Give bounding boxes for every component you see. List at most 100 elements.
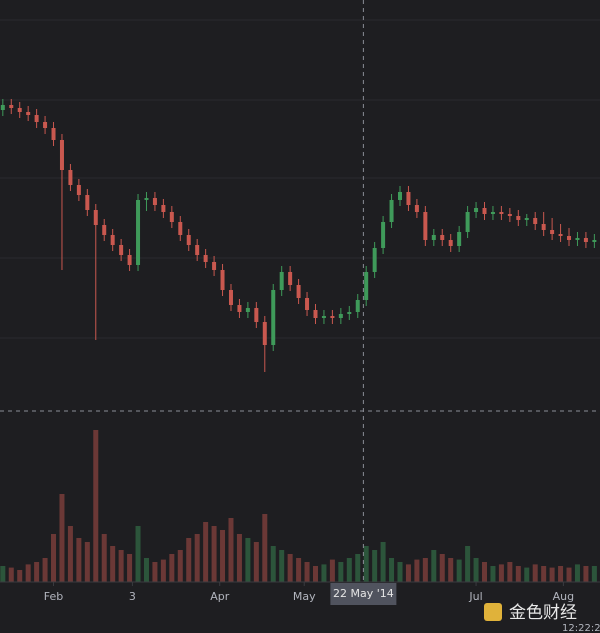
volume-bar	[431, 550, 437, 582]
candle-body	[17, 108, 22, 112]
x-tick-label: Feb	[44, 590, 63, 603]
candle-body	[575, 238, 580, 240]
candle-body	[102, 225, 107, 235]
candle-body	[144, 198, 149, 200]
candle-body	[237, 305, 242, 312]
volume-bar	[152, 562, 158, 582]
candle-body	[169, 212, 174, 222]
logo	[484, 603, 502, 621]
candle-body	[178, 222, 183, 235]
candle-body	[389, 200, 394, 222]
candle-body	[305, 298, 310, 310]
volume-bar	[439, 554, 445, 582]
volume-bar	[372, 550, 378, 582]
candle-body	[76, 185, 81, 195]
volume-bar	[279, 550, 285, 582]
volume-bar	[93, 430, 99, 582]
clock: 12:22:2	[562, 623, 600, 633]
volume-bar	[0, 566, 6, 582]
candle-body	[457, 232, 462, 246]
candle-body	[228, 290, 233, 305]
volume-bar	[34, 562, 40, 582]
volume-bar	[194, 534, 200, 582]
candle-body	[372, 248, 377, 272]
volume-bar	[482, 562, 488, 582]
candle-body	[195, 245, 200, 255]
candle-body	[355, 300, 360, 312]
candle-body	[398, 192, 402, 200]
volume-bar	[397, 562, 403, 582]
volume-bar	[473, 558, 479, 582]
candle-body	[262, 322, 267, 345]
volume-bar	[169, 554, 175, 582]
volume-bar	[17, 570, 23, 582]
volume-bar	[549, 567, 555, 582]
volume-bar	[253, 542, 259, 582]
candle-body	[533, 218, 538, 224]
volume-bar	[236, 534, 242, 582]
candle-body	[321, 316, 326, 318]
volume-bar	[515, 566, 521, 582]
volume-bar	[355, 554, 361, 582]
volume-bar	[228, 518, 234, 582]
volume-bar	[51, 534, 57, 582]
volume-bar	[76, 538, 82, 582]
candle-body	[499, 212, 504, 214]
candle-body	[338, 314, 343, 318]
candle-body	[254, 308, 259, 322]
volume-bar	[490, 566, 496, 582]
candle-body	[516, 216, 521, 220]
volume-bar	[211, 526, 217, 582]
volume-bar	[591, 566, 597, 582]
candle-body	[0, 105, 5, 110]
plot: Feb 3 Apr May Jul Aug	[0, 99, 597, 603]
candle-body	[245, 308, 250, 312]
volume-bar	[296, 558, 302, 582]
volume-bar	[448, 558, 454, 582]
candle-body	[330, 316, 335, 318]
volume-bar	[405, 564, 411, 582]
candle-body	[381, 222, 386, 248]
candle-body	[212, 262, 217, 270]
volume-bar	[312, 566, 318, 582]
volume-bar	[380, 542, 386, 582]
volume-bar	[524, 567, 530, 582]
volume-bar	[338, 562, 344, 582]
x-tick-label: Jul	[468, 590, 482, 603]
candle-body	[68, 170, 73, 185]
candle-body	[127, 255, 132, 265]
candle-body	[51, 128, 56, 140]
volume-bar	[186, 538, 192, 582]
volume-bar	[59, 494, 65, 582]
candle-body	[161, 205, 166, 212]
candle-body	[85, 195, 90, 210]
volume-bar	[321, 564, 327, 582]
volume-bar	[465, 546, 471, 582]
volume-bar	[574, 564, 580, 582]
candle-body	[110, 235, 115, 245]
x-tick-label: May	[293, 590, 316, 603]
x-tick-label: Apr	[210, 590, 230, 603]
candle-body	[136, 200, 141, 265]
volume-bar	[414, 559, 420, 582]
crosshair-label-box	[330, 583, 397, 605]
candle-body	[34, 115, 39, 122]
candle-body	[288, 272, 293, 285]
candle-body	[152, 198, 157, 205]
volume-bar	[101, 534, 107, 582]
volume-bar	[135, 526, 141, 582]
watermark-text: 金色财经	[509, 603, 577, 623]
candle-body	[220, 270, 225, 290]
candle-body	[313, 310, 318, 318]
volume-bar	[329, 559, 335, 582]
volume-bar	[558, 566, 564, 582]
volume-bar	[583, 566, 589, 582]
grid	[0, 19, 600, 339]
candle-body	[440, 235, 445, 240]
x-tick-label: 3	[129, 590, 136, 603]
candle-body	[507, 214, 512, 216]
candle-body	[490, 212, 495, 214]
volume-bar	[566, 567, 572, 582]
volume-bar	[67, 526, 73, 582]
